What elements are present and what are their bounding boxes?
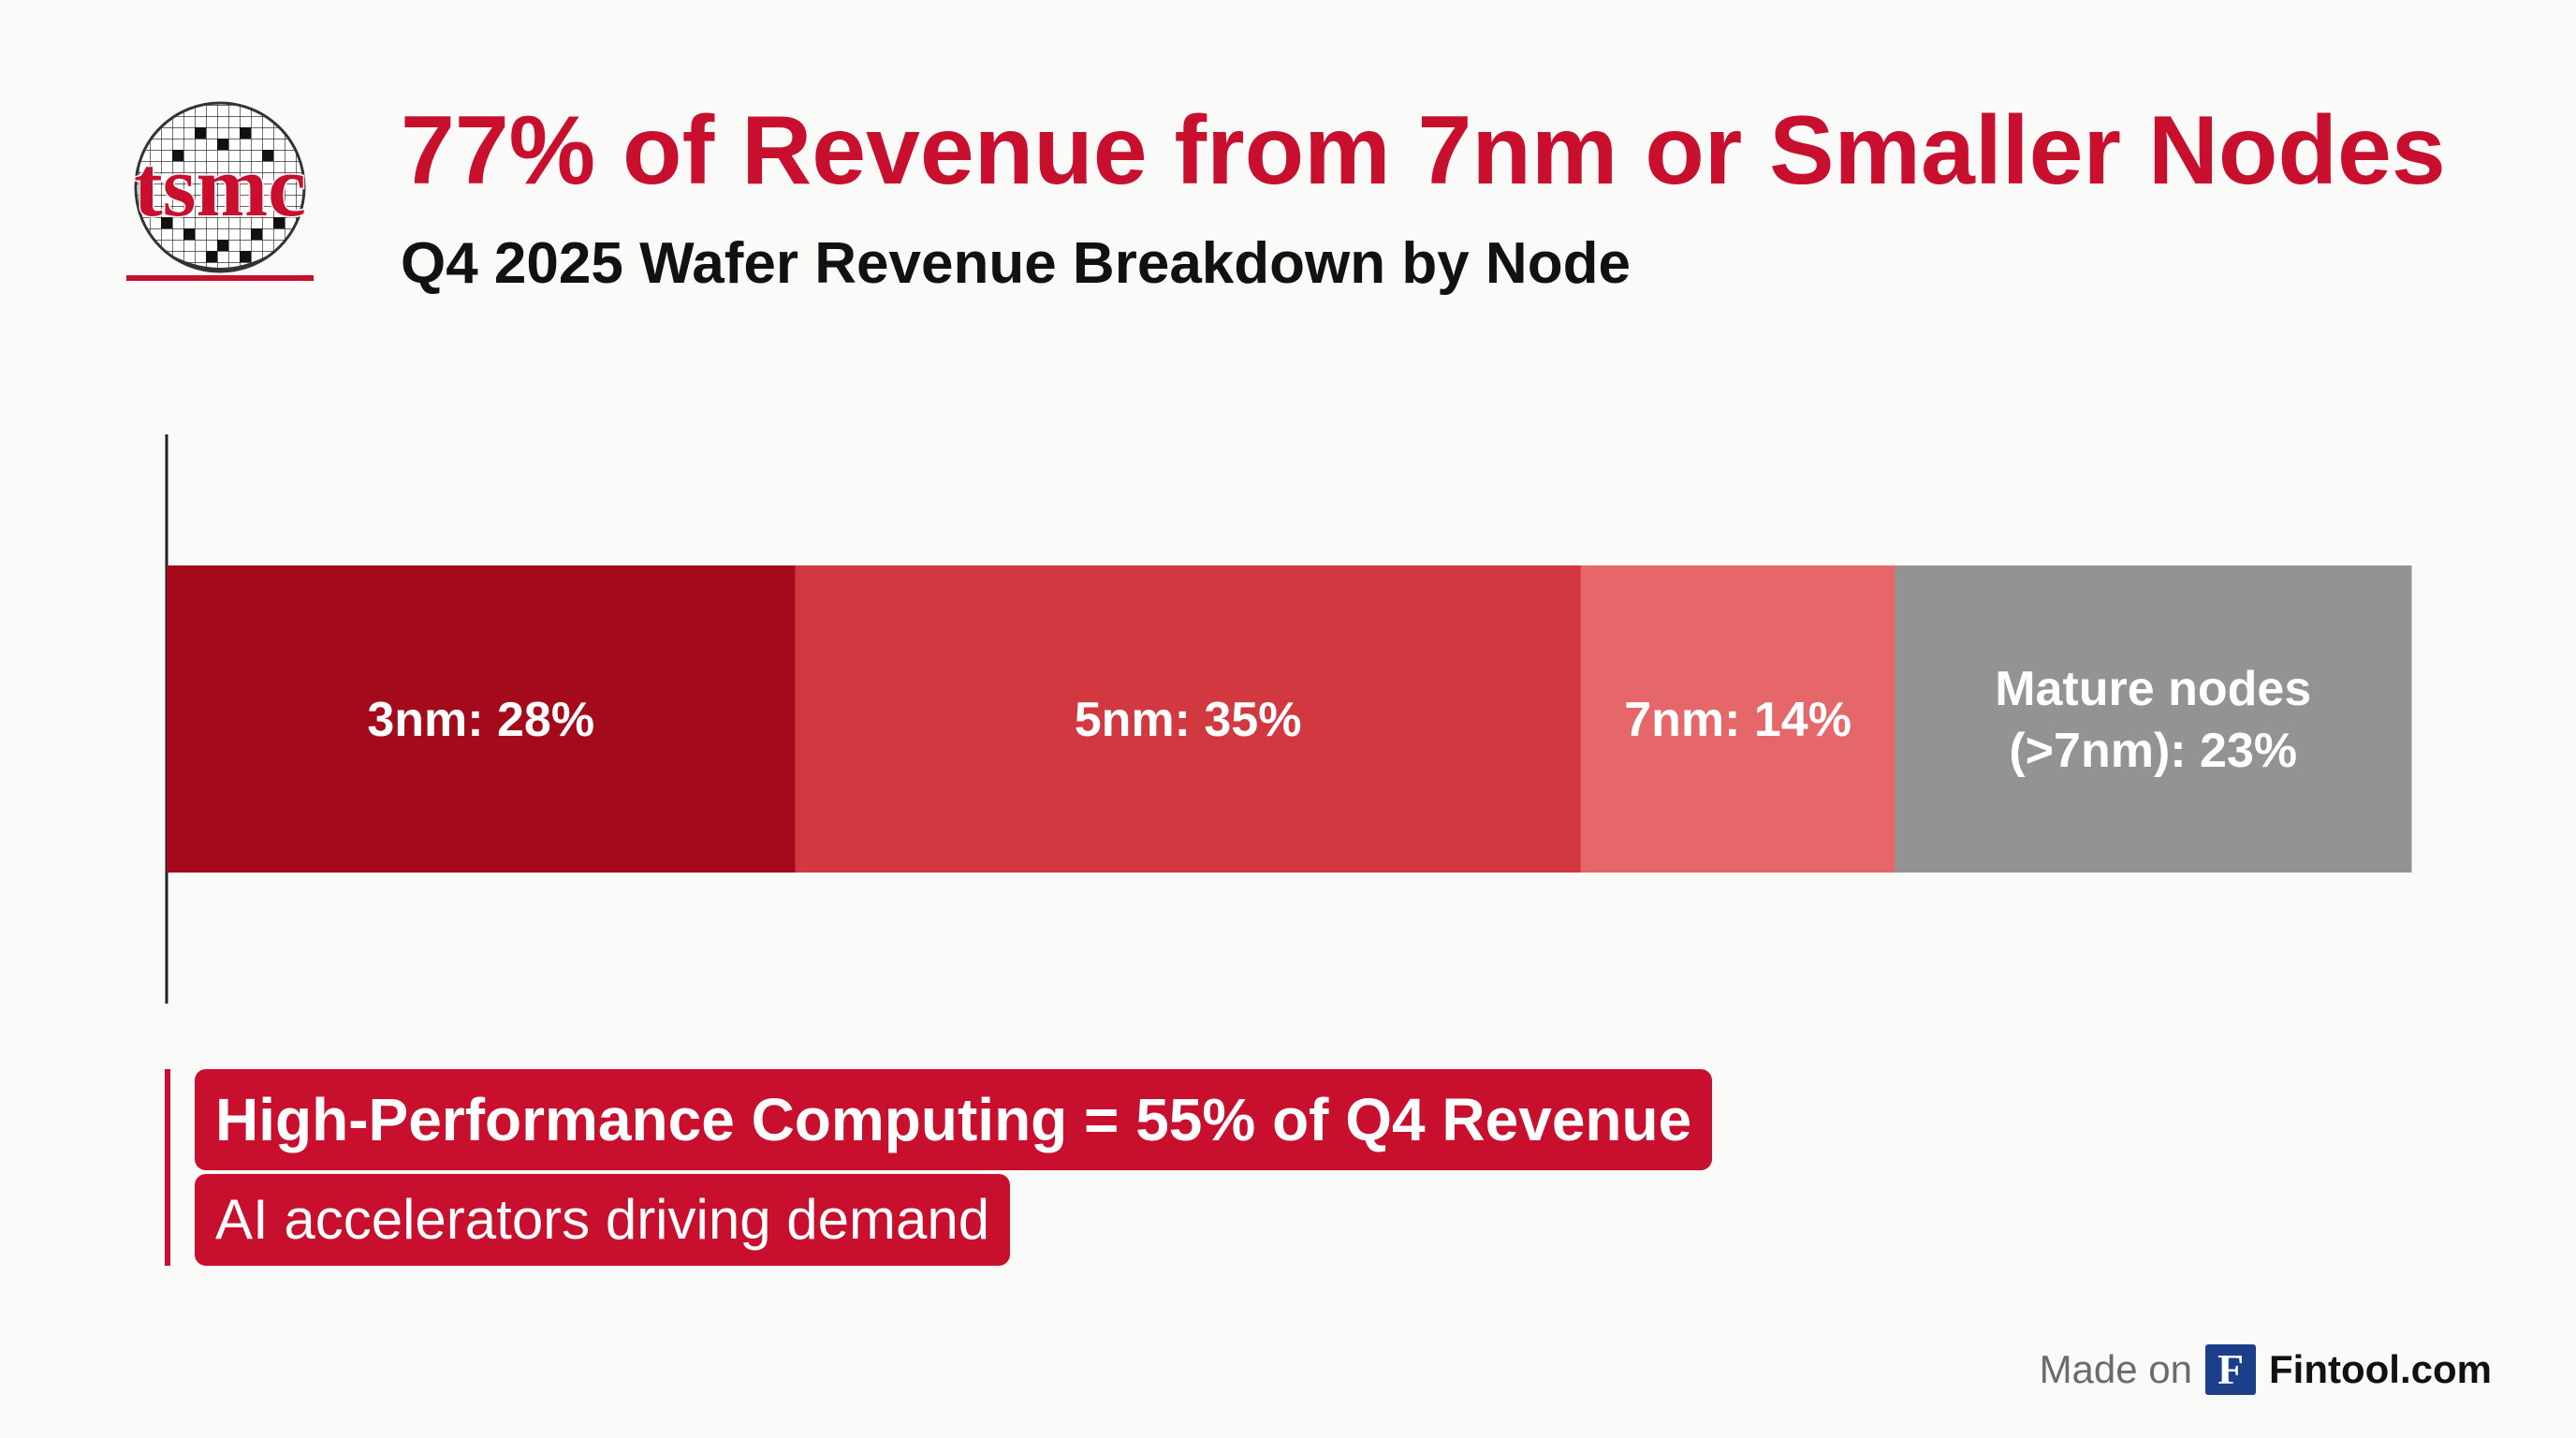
fintool-logo-icon: F — [2205, 1344, 2257, 1395]
stacked-bar-chart: 3nm: 28% 5nm: 35% 7nm: 14% Mature nodes (>7n… — [165, 434, 2412, 1004]
wafer-icon — [134, 101, 306, 273]
callout-subtext: AI accelerators driving demand — [195, 1174, 1011, 1266]
bar-label-5nm: 5nm: 35% — [1075, 693, 1302, 747]
callout-accent-bar — [165, 1069, 170, 1266]
bar-segment-7nm — [1580, 565, 1895, 873]
bar-label-mature-nodes-7nm: Mature nodes (>7nm): 23% — [1995, 662, 2311, 778]
bar-segment-3nm — [167, 565, 796, 873]
callout-headline: High-Performance Computing = 55% of Q4 R… — [195, 1069, 1713, 1170]
footer-attribution: Made on F Fintool.com — [2040, 1344, 2492, 1395]
chart-subtitle: Q4 2025 Wafer Revenue Breakdown by Node — [401, 231, 1631, 296]
logo-underline — [126, 275, 314, 281]
page-title: 77% of Revenue from 7nm or Smaller Nodes — [401, 96, 2446, 205]
bar-label-3nm: 3nm: 28% — [367, 693, 594, 747]
bar-segments — [167, 565, 2412, 873]
bar-label-7nm: 7nm: 14% — [1624, 693, 1852, 747]
brand-link[interactable]: Fintool.com — [2269, 1347, 2492, 1391]
bar-labels: 3nm: 28% 5nm: 35% 7nm: 14% Mature nodes (>7n… — [367, 662, 2311, 778]
made-on-text: Made on — [2039, 1347, 2193, 1391]
logo-wordmark: tsmc — [134, 139, 306, 234]
tsmc-logo: tsmc — [94, 94, 346, 300]
bar-segment-5nm — [795, 565, 1582, 873]
bar-segment-mature-nodes-7nm — [1895, 565, 2412, 873]
